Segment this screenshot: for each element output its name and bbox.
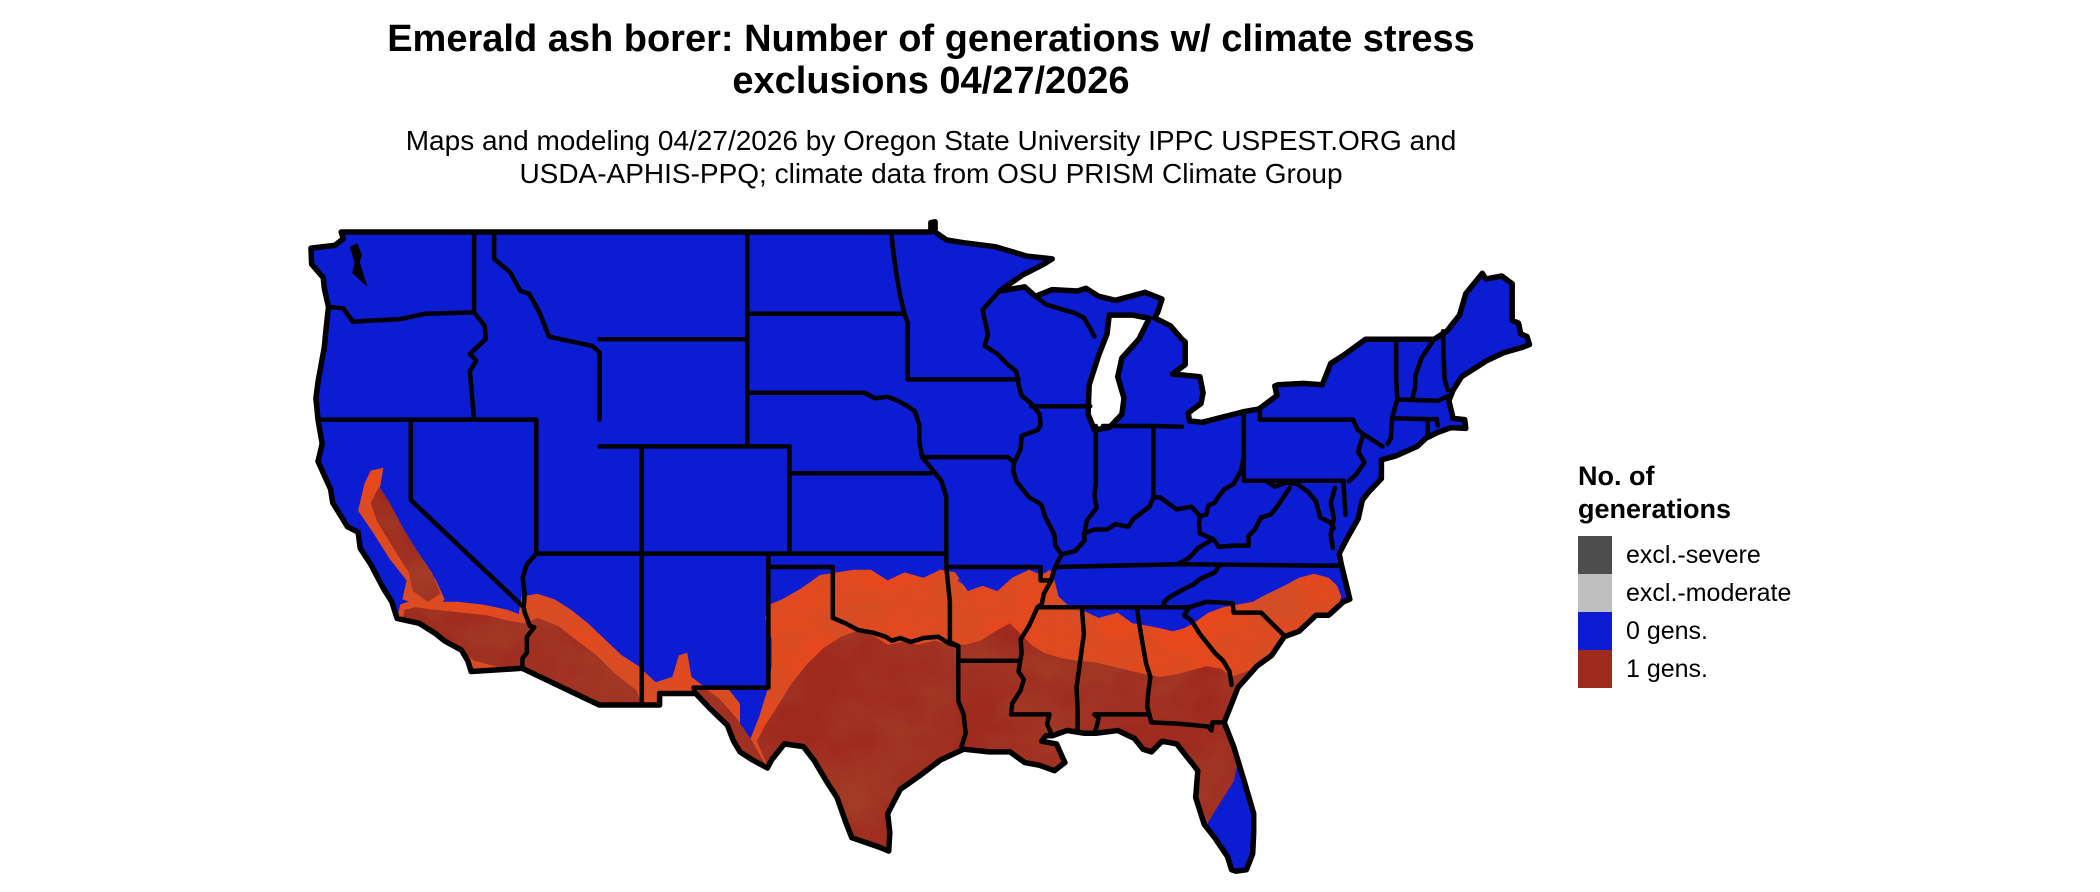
legend-title-line1: No. of (1578, 461, 1655, 491)
legend-swatch-excl-moderate (1578, 574, 1612, 612)
map-title-line2: exclusions 04/27/2026 (732, 60, 1130, 102)
legend: No. of generations excl.-severe excl.-mo… (1578, 460, 1878, 688)
legend-label-0-gens: 0 gens. (1626, 616, 1709, 645)
legend-label-excl-moderate: excl.-moderate (1626, 578, 1792, 607)
legend-swatch-excl-severe (1578, 536, 1612, 574)
map-title: Emerald ash borer: Number of generations… (0, 18, 1862, 102)
legend-label-excl-severe: excl.-severe (1626, 540, 1761, 569)
legend-item-1-gens: 1 gens. (1578, 650, 1878, 688)
legend-item-0-gens: 0 gens. (1578, 612, 1878, 650)
legend-items: excl.-severe excl.-moderate 0 gens. 1 ge… (1578, 536, 1878, 688)
map-title-line1: Emerald ash borer: Number of generations… (387, 18, 1475, 60)
legend-item-excl-severe: excl.-severe (1578, 536, 1878, 574)
map-subtitle-line1: Maps and modeling 04/27/2026 by Oregon S… (405, 125, 1457, 156)
legend-title: No. of generations (1578, 460, 1878, 526)
legend-title-line2: generations (1578, 494, 1732, 524)
legend-swatch-1-gens (1578, 650, 1612, 688)
legend-label-1-gens: 1 gens. (1626, 654, 1709, 683)
map-subtitle: Maps and modeling 04/27/2026 by Oregon S… (0, 124, 1862, 190)
map-subtitle-line2: USDA-APHIS-PPQ; climate data from OSU PR… (519, 158, 1343, 189)
legend-item-excl-moderate: excl.-moderate (1578, 574, 1878, 612)
legend-swatch-0-gens (1578, 612, 1612, 650)
